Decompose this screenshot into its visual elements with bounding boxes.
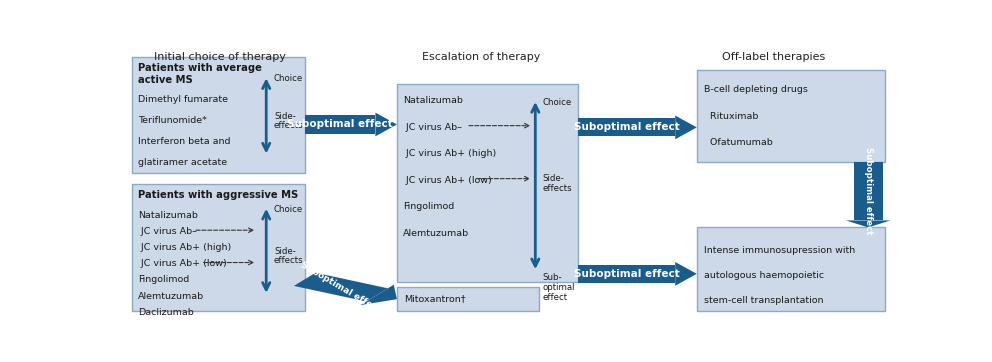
Text: Fingolimod: Fingolimod: [403, 202, 454, 211]
Text: Suboptimal effect: Suboptimal effect: [573, 269, 680, 279]
Polygon shape: [676, 115, 696, 139]
Text: Daclizumab: Daclizumab: [138, 308, 193, 317]
Text: JC virus Ab+ (high): JC virus Ab+ (high): [403, 150, 496, 158]
Text: Mitoxantron†: Mitoxantron†: [405, 294, 466, 303]
Polygon shape: [846, 220, 891, 227]
Text: Escalation of therapy: Escalation of therapy: [423, 52, 541, 62]
Text: Alemtuzumab: Alemtuzumab: [403, 229, 469, 238]
Text: B-cell depleting drugs: B-cell depleting drugs: [704, 85, 808, 94]
Bar: [577, 265, 676, 283]
Text: Side-
effects: Side- effects: [274, 112, 304, 130]
Text: glatiramer acetate: glatiramer acetate: [138, 158, 227, 167]
Text: Dimethyl fumarate: Dimethyl fumarate: [138, 95, 228, 104]
Text: Rituximab: Rituximab: [704, 112, 759, 121]
Text: autologous haemopoietic: autologous haemopoietic: [704, 271, 824, 279]
Polygon shape: [360, 285, 397, 305]
FancyBboxPatch shape: [397, 287, 540, 311]
Text: JC virus Ab–: JC virus Ab–: [403, 123, 462, 132]
Text: Choice: Choice: [543, 98, 571, 107]
Polygon shape: [676, 262, 696, 286]
Text: Suboptimal effect: Suboptimal effect: [573, 122, 680, 132]
Text: Choice: Choice: [274, 205, 304, 214]
Text: Off-label therapies: Off-label therapies: [722, 52, 825, 62]
Polygon shape: [294, 273, 388, 302]
Text: Teriflunomide*: Teriflunomide*: [138, 116, 206, 125]
FancyBboxPatch shape: [132, 184, 305, 311]
Text: Choice: Choice: [274, 74, 304, 83]
Polygon shape: [375, 113, 397, 136]
Bar: [577, 118, 676, 136]
FancyBboxPatch shape: [696, 227, 885, 311]
Text: Sub-
optimal
effect: Sub- optimal effect: [543, 273, 574, 302]
FancyBboxPatch shape: [132, 58, 305, 173]
Text: Side-
effects: Side- effects: [274, 247, 304, 265]
Text: Patients with average
active MS: Patients with average active MS: [138, 63, 262, 85]
FancyBboxPatch shape: [696, 70, 885, 162]
Text: Intense immunosupression with: Intense immunosupression with: [704, 245, 856, 254]
Text: stem-cell transplantation: stem-cell transplantation: [704, 296, 824, 305]
Text: Natalizumab: Natalizumab: [403, 96, 463, 105]
Text: Side-
effects: Side- effects: [543, 174, 571, 193]
Text: Patients with aggressive MS: Patients with aggressive MS: [138, 190, 298, 200]
Text: Initial choice of therapy: Initial choice of therapy: [154, 52, 286, 62]
Bar: [305, 115, 375, 134]
Text: Alemtuzumab: Alemtuzumab: [138, 291, 204, 300]
Text: Fingolimod: Fingolimod: [138, 275, 189, 285]
Text: Suboptimal effect: Suboptimal effect: [864, 147, 873, 235]
Text: JC virus Ab+ (low): JC virus Ab+ (low): [403, 176, 492, 185]
Text: Suboptimal effect: Suboptimal effect: [300, 260, 382, 314]
FancyBboxPatch shape: [397, 84, 577, 282]
Text: Suboptimal effect: Suboptimal effect: [287, 119, 393, 130]
Text: Ofatumumab: Ofatumumab: [704, 138, 773, 147]
Bar: [853, 162, 883, 220]
Text: JC virus Ab+ (low): JC virus Ab+ (low): [138, 259, 226, 268]
Text: Interferon beta and: Interferon beta and: [138, 137, 230, 146]
Text: JC virus Ab–: JC virus Ab–: [138, 227, 196, 236]
Text: Natalizumab: Natalizumab: [138, 211, 197, 220]
Text: JC virus Ab+ (high): JC virus Ab+ (high): [138, 243, 231, 252]
